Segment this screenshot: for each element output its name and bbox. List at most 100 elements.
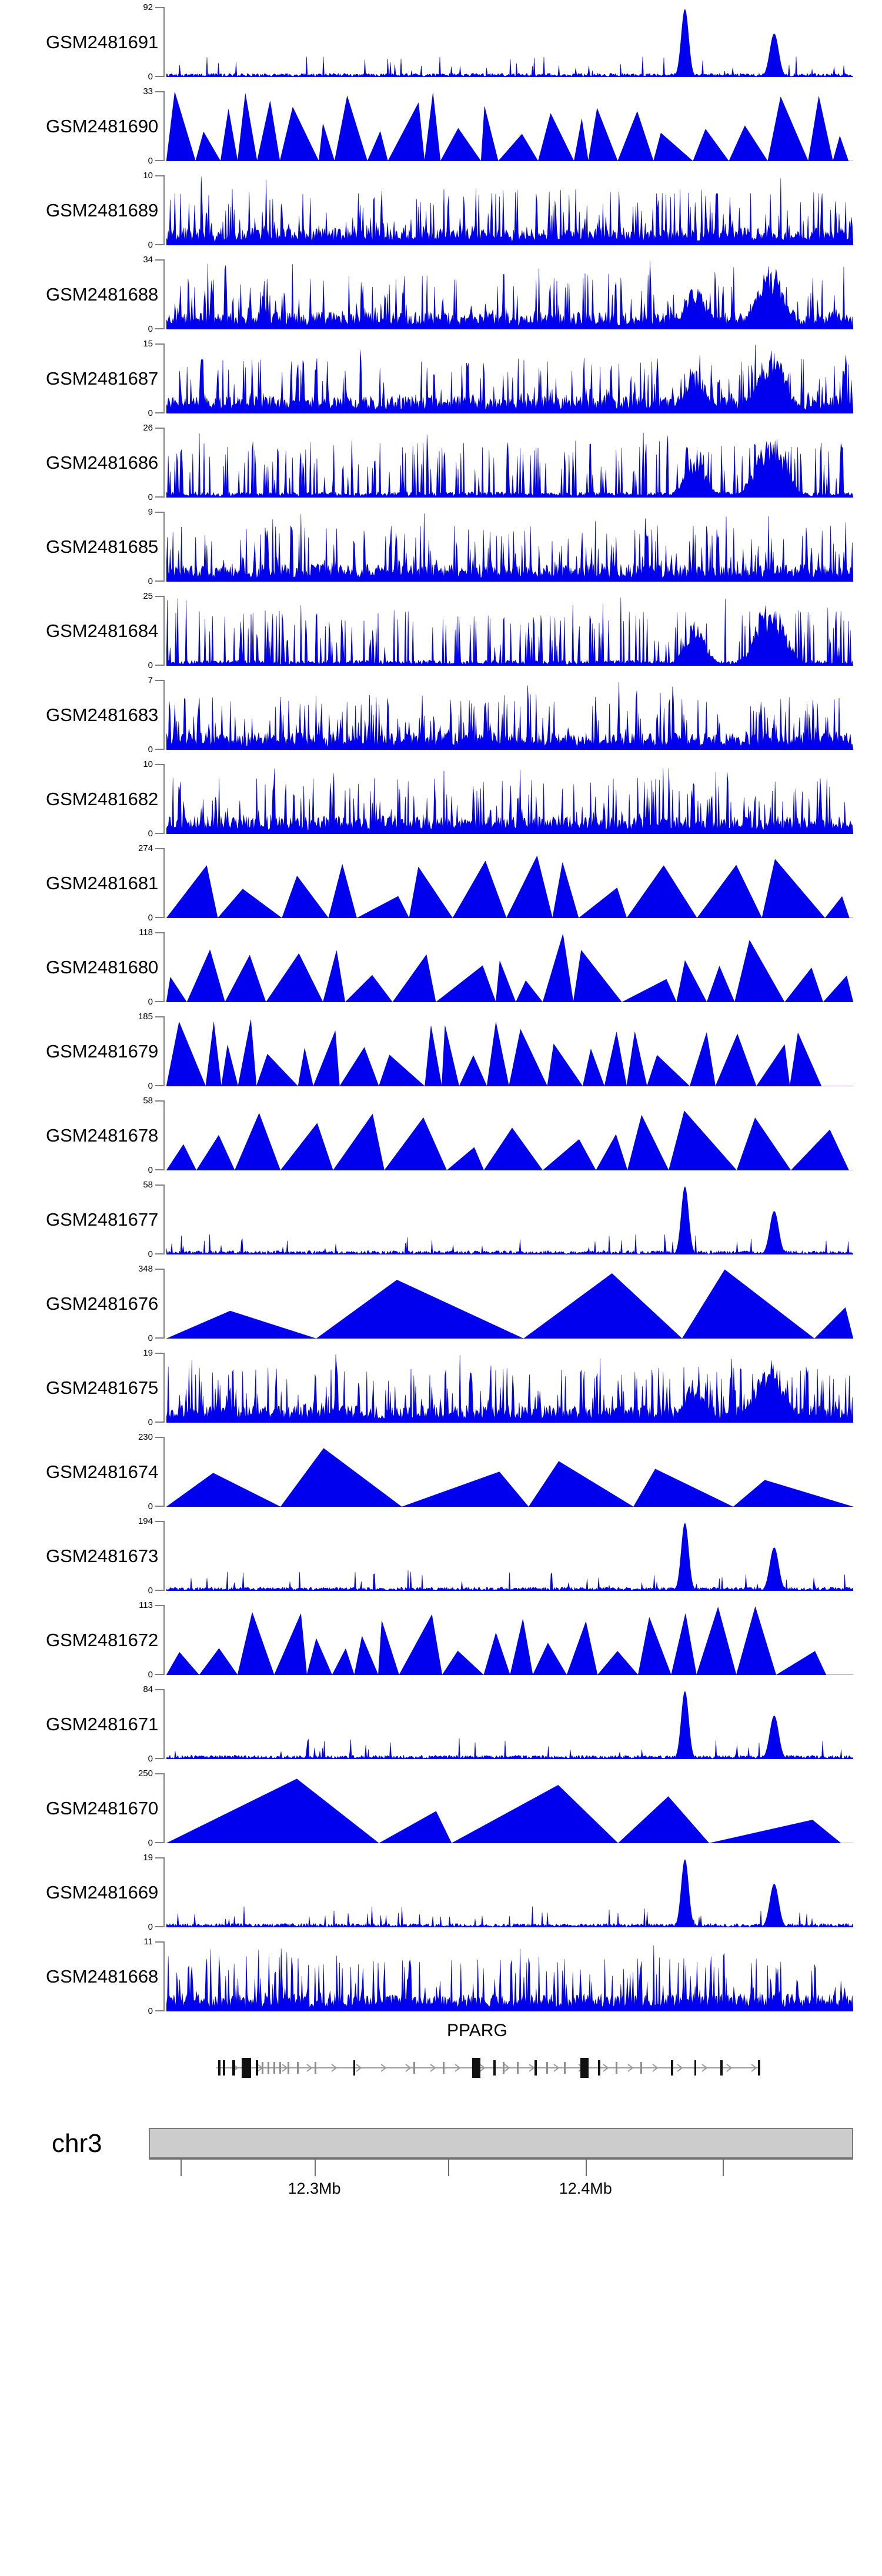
gene-exon xyxy=(242,2058,251,2078)
track-label: GSM2481669 xyxy=(46,1881,159,1903)
track-y-axis: 58 0 xyxy=(143,1096,165,1174)
y-axis-min-label: 0 xyxy=(148,913,153,923)
coverage-plot[interactable] xyxy=(166,175,853,245)
gene-strand-arrow xyxy=(479,2064,486,2072)
coverage-plot[interactable] xyxy=(166,1437,853,1507)
coverage-plot[interactable] xyxy=(166,1689,853,1759)
coverage-track-gsm2481679[interactable]: GSM2481679 185 0 xyxy=(0,1009,882,1093)
coverage-plot[interactable] xyxy=(166,91,853,161)
y-axis-line xyxy=(163,7,165,77)
coverage-track-gsm2481690[interactable]: GSM2481690 33 0 xyxy=(0,84,882,168)
coverage-plot[interactable] xyxy=(166,1184,853,1254)
track-y-axis: 185 0 xyxy=(138,1012,165,1090)
gene-strand-arrow xyxy=(380,2064,387,2072)
axis-tick xyxy=(723,2160,724,2176)
coverage-plot[interactable] xyxy=(166,680,853,750)
coverage-track-gsm2481676[interactable]: GSM2481676 348 0 xyxy=(0,1262,882,1346)
coverage-plot[interactable] xyxy=(166,596,853,666)
y-axis-max-label: 10 xyxy=(143,759,153,769)
y-axis-tick-min xyxy=(155,1842,165,1843)
y-axis-max-label: 230 xyxy=(138,1432,153,1442)
coverage-track-gsm2481669[interactable]: GSM2481669 19 0 xyxy=(0,1850,882,1934)
y-axis-tick-min xyxy=(155,1674,165,1675)
y-axis-line xyxy=(163,428,165,498)
coverage-track-gsm2481678[interactable]: GSM2481678 58 0 xyxy=(0,1093,882,1177)
coverage-plot[interactable] xyxy=(166,259,853,329)
coverage-track-gsm2481691[interactable]: GSM2481691 92 0 xyxy=(0,0,882,84)
coverage-track-gsm2481673[interactable]: GSM2481673 194 0 xyxy=(0,1514,882,1598)
coverage-track-gsm2481670[interactable]: GSM2481670 250 0 xyxy=(0,1766,882,1850)
coverage-plot[interactable] xyxy=(166,1605,853,1675)
y-axis-tick-min xyxy=(155,244,165,245)
coverage-track-gsm2481684[interactable]: GSM2481684 25 0 xyxy=(0,589,882,673)
coverage-track-gsm2481675[interactable]: GSM2481675 19 0 xyxy=(0,1346,882,1430)
y-axis-max-label: 84 xyxy=(143,1684,153,1694)
coverage-plot[interactable] xyxy=(166,512,853,582)
track-y-axis: 15 0 xyxy=(143,339,165,418)
gene-exon xyxy=(273,2062,275,2074)
coverage-track-gsm2481668[interactable]: GSM2481668 11 0 xyxy=(0,1934,882,2018)
y-axis-min-label: 0 xyxy=(148,1249,153,1259)
coverage-track-gsm2481672[interactable]: GSM2481672 113 0 xyxy=(0,1598,882,1682)
coverage-plot[interactable] xyxy=(166,1521,853,1591)
y-axis-tick-min xyxy=(155,1926,165,1927)
y-axis-tick-max xyxy=(155,1437,165,1438)
coverage-track-gsm2481681[interactable]: GSM2481681 274 0 xyxy=(0,841,882,925)
coverage-track-gsm2481689[interactable]: GSM2481689 10 0 xyxy=(0,168,882,252)
coverage-plot[interactable] xyxy=(166,1353,853,1423)
coverage-track-gsm2481682[interactable]: GSM2481682 10 0 xyxy=(0,757,882,841)
coverage-track-gsm2481687[interactable]: GSM2481687 15 0 xyxy=(0,336,882,421)
y-axis-tick-max xyxy=(155,764,165,765)
axis-tick-labeled xyxy=(585,2160,587,2176)
gene-exon xyxy=(517,2062,519,2074)
coverage-plot[interactable] xyxy=(166,1941,853,2011)
gene-exon xyxy=(297,2062,299,2074)
coverage-track-gsm2481686[interactable]: GSM2481686 26 0 xyxy=(0,421,882,505)
y-axis-max-label: 19 xyxy=(143,1348,153,1358)
y-axis-line xyxy=(163,764,165,834)
y-axis-tick-max xyxy=(155,7,165,8)
coverage-track-gsm2481677[interactable]: GSM2481677 58 0 xyxy=(0,1177,882,1262)
y-axis-tick-min xyxy=(155,1337,165,1339)
y-axis-min-label: 0 xyxy=(148,240,153,250)
track-label: GSM2481678 xyxy=(46,1125,159,1146)
coverage-track-gsm2481680[interactable]: GSM2481680 118 0 xyxy=(0,925,882,1009)
gene-exon xyxy=(223,2060,225,2076)
coverage-plot[interactable] xyxy=(166,428,853,498)
coverage-tracks-container: GSM2481691 92 0 GSM2481690 33 0 GSM2481689 10 0 G… xyxy=(0,0,882,2018)
track-y-axis: 92 0 xyxy=(143,3,165,81)
y-axis-line xyxy=(163,1521,165,1591)
y-axis-line xyxy=(163,1353,165,1423)
coverage-plot[interactable] xyxy=(166,1857,853,1927)
y-axis-tick-max xyxy=(155,1521,165,1522)
track-y-axis: 250 0 xyxy=(138,1769,165,1847)
coverage-track-gsm2481683[interactable]: GSM2481683 7 0 xyxy=(0,673,882,757)
y-axis-tick-max xyxy=(155,932,165,933)
track-label: GSM2481691 xyxy=(46,31,159,52)
coverage-track-gsm2481674[interactable]: GSM2481674 230 0 xyxy=(0,1430,882,1514)
coverage-track-gsm2481685[interactable]: GSM2481685 9 0 xyxy=(0,505,882,589)
gene-structure-graphic xyxy=(216,2058,760,2078)
coverage-track-gsm2481671[interactable]: GSM2481671 84 0 xyxy=(0,1682,882,1766)
y-axis-min-label: 0 xyxy=(148,1333,153,1343)
track-label: GSM2481670 xyxy=(46,1797,159,1818)
coverage-plot[interactable] xyxy=(166,1100,853,1170)
track-y-axis: 113 0 xyxy=(139,1601,165,1679)
coverage-plot[interactable] xyxy=(166,7,853,77)
coverage-plot[interactable] xyxy=(166,1016,853,1086)
gene-model-svg xyxy=(166,2044,853,2091)
coverage-track-gsm2481688[interactable]: GSM2481688 34 0 xyxy=(0,252,882,336)
coverage-plot[interactable] xyxy=(166,343,853,413)
coverage-plot[interactable] xyxy=(166,932,853,1002)
y-axis-max-label: 113 xyxy=(139,1600,153,1610)
coverage-plot[interactable] xyxy=(166,848,853,918)
gene-exon xyxy=(443,2062,445,2074)
y-axis-line xyxy=(163,1016,165,1086)
track-label: GSM2481681 xyxy=(46,872,159,893)
coverage-plot[interactable] xyxy=(166,1773,853,1843)
y-axis-min-label: 0 xyxy=(148,576,153,586)
coverage-plot[interactable] xyxy=(166,764,853,834)
coverage-plot[interactable] xyxy=(166,1269,853,1339)
y-axis-max-label: 19 xyxy=(143,1853,153,1863)
